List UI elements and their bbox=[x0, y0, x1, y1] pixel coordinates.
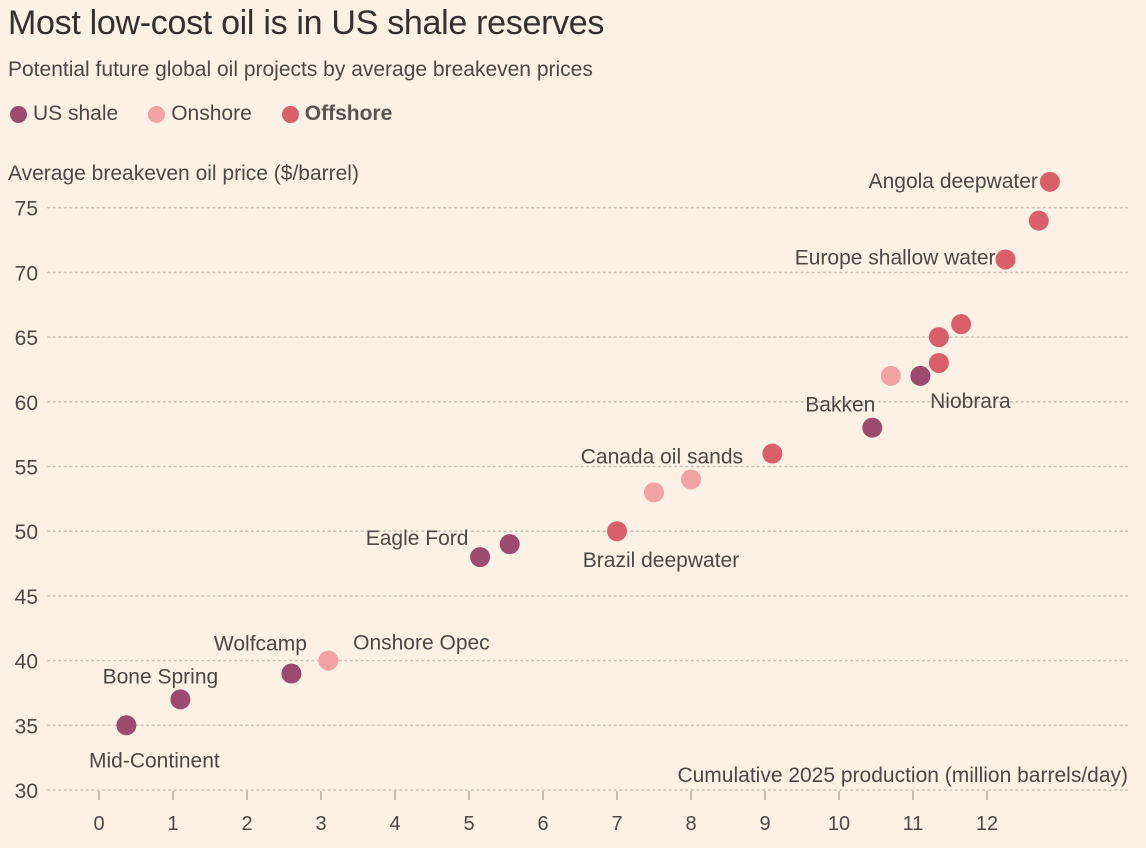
chart-title: Most low-cost oil is in US shale reserve… bbox=[8, 4, 605, 42]
chart-subtitle: Potential future global oil projects by … bbox=[8, 58, 593, 81]
y-tick-70: 70 bbox=[15, 262, 38, 285]
y-tick-55: 55 bbox=[15, 457, 38, 480]
point-unlabeled-17 bbox=[1028, 210, 1049, 231]
point-europe-shallow-water bbox=[995, 249, 1016, 270]
label-bakken: Bakken bbox=[805, 394, 875, 417]
point-unlabeled-7 bbox=[644, 482, 664, 503]
y-tick-60: 60 bbox=[15, 392, 38, 415]
point-unlabeled-9 bbox=[762, 443, 783, 464]
point-angola-deepwater bbox=[1039, 171, 1060, 192]
y-tick-75: 75 bbox=[15, 198, 38, 221]
gridlines bbox=[47, 206, 1129, 791]
label-mid-continent: Mid-Continent bbox=[89, 749, 220, 772]
x-tick-12: 12 bbox=[976, 813, 998, 835]
x-tick-7: 7 bbox=[611, 813, 622, 835]
legend-swatch-onshore bbox=[148, 105, 166, 123]
label-onshore-opec: Onshore Opec bbox=[353, 632, 490, 655]
x-tick-10: 10 bbox=[828, 813, 850, 835]
label-brazil-deepwater: Brazil deepwater bbox=[583, 549, 739, 572]
x-axis-label: Cumulative 2025 production (million barr… bbox=[677, 764, 1128, 787]
label-angola-deepwater: Angola deepwater bbox=[869, 170, 1038, 193]
legend-label-onshore: Onshore bbox=[171, 102, 252, 125]
label-eagle-ford: Eagle Ford bbox=[366, 527, 469, 550]
point-unlabeled-14 bbox=[928, 327, 949, 348]
x-tick-4: 4 bbox=[389, 813, 400, 835]
legend-label-us-shale: US shale bbox=[33, 102, 119, 125]
y-tick-30: 30 bbox=[15, 780, 38, 803]
legend-item-offshore: Offshore bbox=[281, 102, 393, 126]
x-tick-0: 0 bbox=[93, 813, 104, 835]
point-unlabeled-15 bbox=[951, 314, 972, 335]
point-mid-continent bbox=[116, 715, 137, 736]
point-bone-spring bbox=[170, 689, 191, 710]
x-tick-11: 11 bbox=[903, 813, 924, 835]
legend: US shale Onshore Offshore bbox=[10, 102, 422, 126]
point-onshore-opec bbox=[318, 650, 339, 671]
x-tick-8: 8 bbox=[685, 813, 696, 835]
legend-swatch-us-shale bbox=[10, 105, 27, 123]
y-tick-65: 65 bbox=[15, 327, 38, 350]
point-labels: Mid-Continent Bone Spring Wolfcamp Onshore … bbox=[89, 170, 1038, 772]
y-tick-labels: 30 35 40 45 50 55 60 65 70 75 bbox=[15, 198, 38, 803]
x-tick-labels: 0 1 2 3 4 5 6 7 8 9 10 11 12 bbox=[93, 791, 998, 835]
x-tick-1: 1 bbox=[167, 813, 178, 835]
point-eagle-ford bbox=[470, 547, 491, 568]
y-tick-50: 50 bbox=[15, 521, 38, 544]
point-brazil-deepwater bbox=[607, 521, 627, 542]
x-tick-2: 2 bbox=[241, 813, 252, 835]
point-unlabeled-11 bbox=[880, 365, 901, 386]
label-wolfcamp: Wolfcamp bbox=[214, 633, 307, 656]
point-unlabeled-5 bbox=[499, 534, 520, 555]
x-tick-5: 5 bbox=[463, 813, 474, 835]
point-wolfcamp bbox=[281, 663, 302, 684]
x-tick-9: 9 bbox=[759, 813, 770, 835]
label-canada-oil-sands: Canada oil sands bbox=[581, 445, 743, 468]
point-canada-oil-sands bbox=[681, 469, 701, 490]
x-tick-3: 3 bbox=[315, 813, 326, 835]
point-niobrara bbox=[910, 365, 931, 386]
data-points bbox=[116, 171, 1060, 736]
legend-label-offshore: Offshore bbox=[304, 102, 393, 125]
point-bakken bbox=[862, 417, 883, 438]
label-niobrara: Niobrara bbox=[930, 390, 1011, 413]
legend-item-us-shale: US shale bbox=[10, 102, 118, 126]
x-tick-6: 6 bbox=[537, 813, 548, 835]
y-tick-40: 40 bbox=[15, 651, 38, 674]
y-tick-35: 35 bbox=[15, 715, 38, 738]
legend-item-onshore: Onshore bbox=[148, 102, 252, 126]
label-europe-shallow-water: Europe shallow water bbox=[795, 246, 996, 269]
point-unlabeled-13 bbox=[928, 352, 949, 373]
y-tick-45: 45 bbox=[15, 586, 38, 609]
y-axis-label: Average breakeven oil price ($/barrel) bbox=[8, 162, 359, 185]
legend-swatch-offshore bbox=[281, 105, 299, 123]
label-bone-spring: Bone Spring bbox=[103, 665, 219, 688]
